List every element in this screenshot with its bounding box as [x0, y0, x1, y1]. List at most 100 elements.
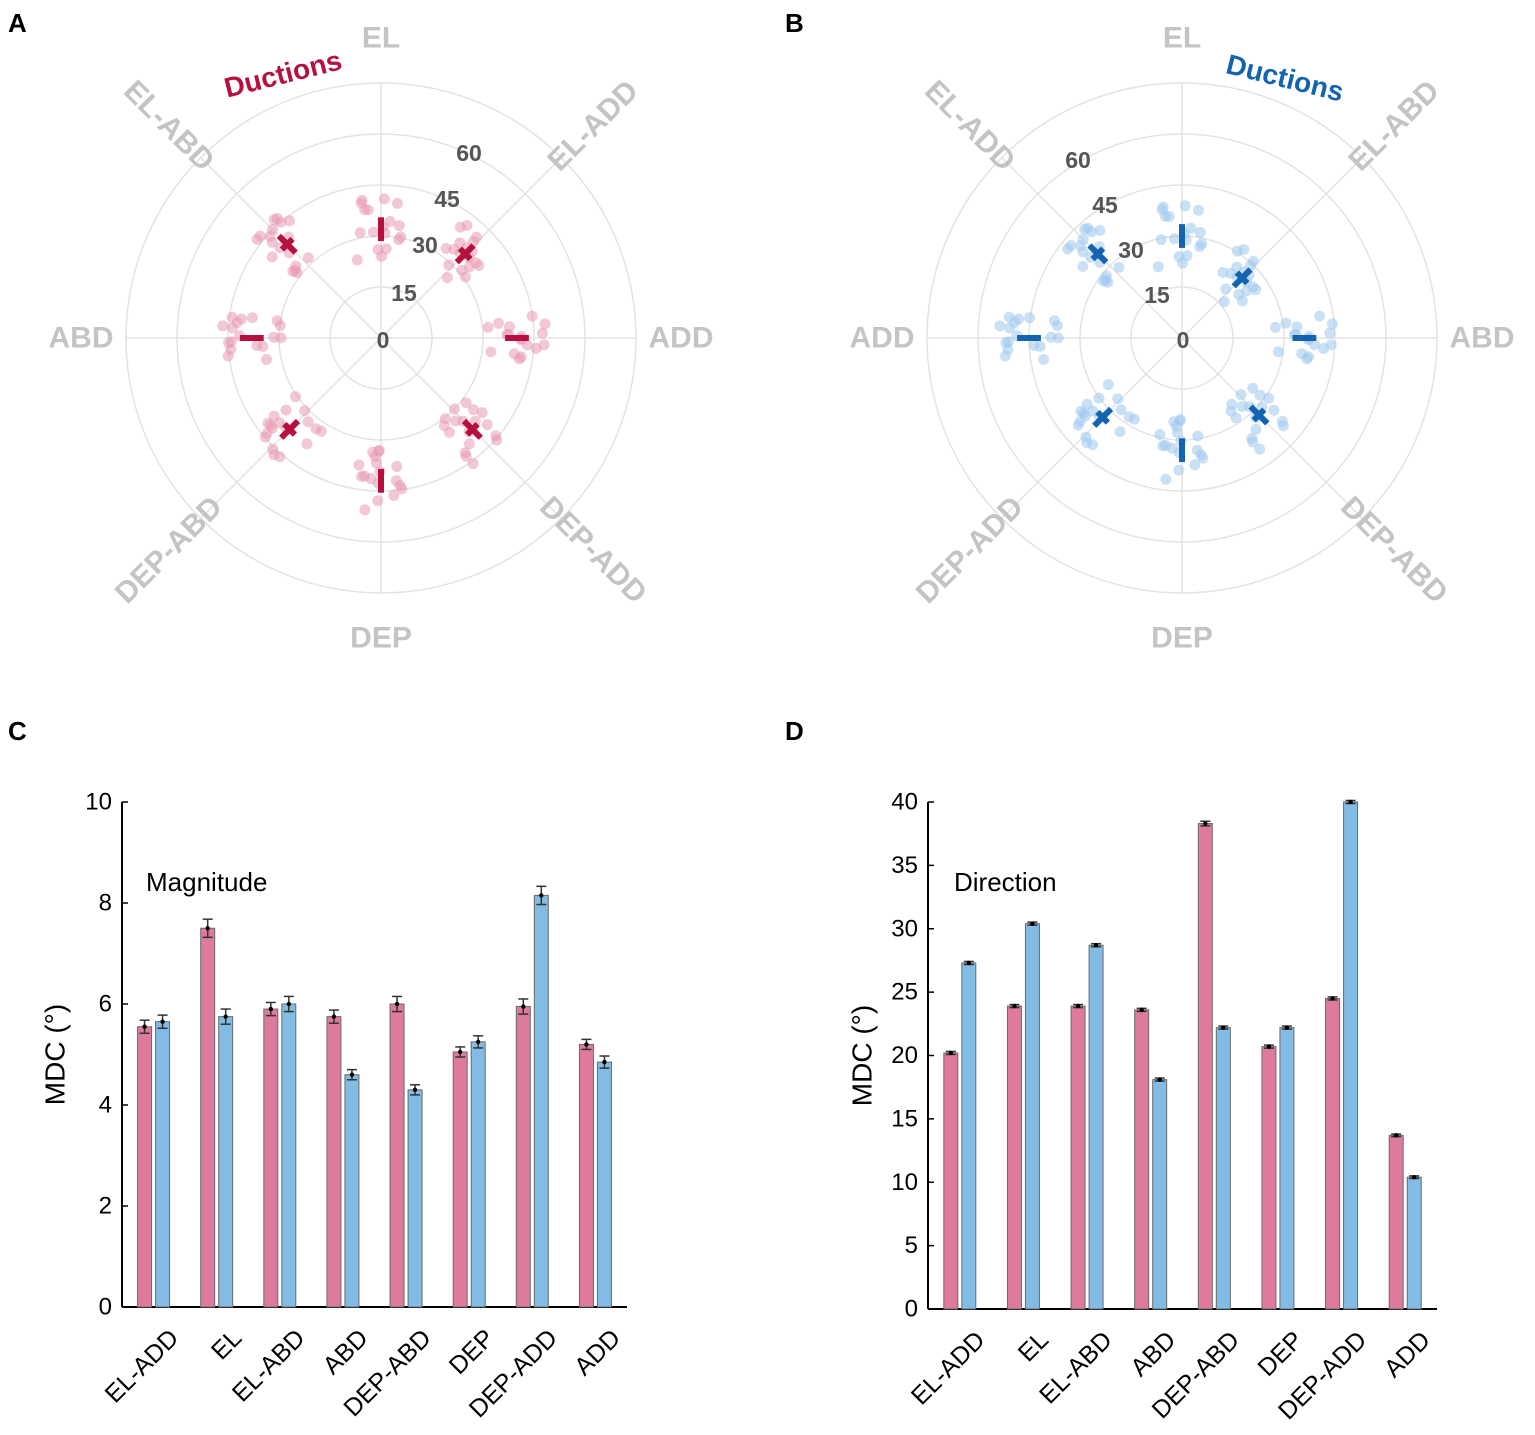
- data-point-el-abd: [283, 215, 295, 227]
- data-point-el-add: [1086, 226, 1098, 238]
- mean-dot-red-abd: [331, 1014, 337, 1019]
- data-point-dep-abd: [274, 417, 286, 429]
- data-point-dep-abd: [1268, 404, 1280, 416]
- data-point-dep-add: [490, 430, 502, 442]
- category-label-abd: ABD: [1125, 1326, 1181, 1382]
- data-point-el-add: [1077, 246, 1089, 258]
- data-point-dep-abd: [1263, 392, 1275, 404]
- data-point-dep-abd: [267, 443, 279, 455]
- data-point-dep: [391, 461, 403, 473]
- bar-blue-add: [1406, 1176, 1422, 1310]
- bar-blue-dep-add: [1343, 801, 1359, 1310]
- mean-dot-blue-el-add: [160, 1019, 165, 1024]
- data-point-el: [378, 193, 390, 205]
- data-point-el-abd: [254, 230, 266, 242]
- chart-title: Direction: [954, 867, 1057, 897]
- data-point-el: [367, 226, 379, 238]
- ring-label-45: 45: [434, 186, 460, 212]
- y-tick-label-5: 5: [905, 1232, 918, 1259]
- data-point-el-abd: [302, 252, 314, 264]
- mean-dot-blue-el-add: [966, 960, 972, 966]
- data-point-el-abd: [1240, 285, 1252, 297]
- data-point-el: [1152, 261, 1164, 273]
- data-point-add: [1008, 317, 1020, 329]
- data-point-el: [1168, 233, 1180, 245]
- data-point-dep-add: [476, 407, 488, 419]
- data-point-add: [999, 350, 1011, 362]
- data-point-dep-add: [469, 415, 481, 427]
- data-point-add: [508, 348, 520, 360]
- data-point-dep-add: [439, 413, 451, 425]
- bar-chart-direction: 0 5 10 15 20 25 30 35 40 MDC (°) Direction EL-ADD EL…: [847, 789, 1437, 1425]
- direction-label-dep-abd: DEP-ABD: [1334, 490, 1454, 610]
- data-point-el-abd: [1217, 267, 1229, 279]
- data-point-dep-abd: [289, 391, 301, 403]
- data-point-el-add: [1077, 233, 1089, 245]
- mean-dot-blue-el: [223, 1014, 228, 1019]
- bar-blue-dep-abd: [1215, 1027, 1231, 1310]
- data-point-el-abd: [1220, 283, 1232, 295]
- data-point-abd: [1280, 317, 1292, 329]
- mean-dot-blue-el: [1030, 921, 1035, 926]
- data-point-dep-abd: [1254, 389, 1266, 401]
- mean-dot-blue-abd: [1157, 1077, 1162, 1082]
- data-point-add: [1045, 331, 1057, 343]
- data-point-dep-abd: [301, 438, 313, 450]
- bar-red-dep: [452, 1051, 468, 1308]
- category-label-el-add: EL-ADD: [100, 1324, 185, 1409]
- data-point-el-add: [461, 219, 473, 231]
- data-point-dep: [373, 445, 385, 457]
- bar-blue-abd: [1152, 1079, 1168, 1310]
- ring-label-45: 45: [1092, 192, 1118, 218]
- data-point-add: [1024, 312, 1036, 324]
- y-tick-label-8: 8: [99, 890, 112, 917]
- data-point-el-add: [448, 243, 460, 255]
- data-point-dep-abd: [1276, 415, 1288, 427]
- data-point-abd: [1272, 346, 1284, 358]
- data-point-abd: [257, 340, 269, 352]
- data-point-dep-add: [1087, 405, 1099, 417]
- ring-label-15: 15: [391, 280, 417, 306]
- bar-blue-el: [218, 1016, 234, 1308]
- category-label-dep: DEP: [444, 1324, 500, 1380]
- data-point-dep-abd: [1250, 423, 1262, 435]
- data-point-abd: [271, 315, 283, 327]
- mean-dot-red-dep-abd: [1203, 821, 1208, 826]
- mean-dot-blue-dep-add: [1348, 799, 1353, 805]
- polar-chart-a: EL EL-ADD ADD DEP-ADD DEP DEP-ABD ABD EL-ABD 015…: [49, 22, 714, 655]
- mean-dot-blue-abd: [349, 1072, 355, 1077]
- mean-cross-dep-add: [1095, 409, 1111, 425]
- bar-blue-el-abd: [281, 1003, 297, 1308]
- data-point-dep: [353, 459, 365, 471]
- data-point-dep: [1166, 442, 1178, 454]
- data-point-dep-add: [463, 438, 475, 450]
- category-label-add: ADD: [569, 1324, 626, 1381]
- data-point-add: [539, 318, 551, 330]
- ring-label-60: 60: [456, 140, 482, 166]
- data-point-dep: [388, 489, 400, 501]
- data-point-dep-abd: [1254, 443, 1266, 455]
- data-point-el-add: [459, 271, 471, 283]
- data-point-el: [1179, 200, 1191, 212]
- data-point-dep-abd: [1247, 382, 1259, 394]
- data-point-abd: [217, 320, 229, 332]
- data-point-el: [1173, 250, 1185, 262]
- data-point-dep: [365, 473, 377, 485]
- data-point-dep-add: [448, 403, 460, 415]
- y-tick-label-10: 10: [891, 1169, 918, 1196]
- data-point-add: [1038, 354, 1050, 366]
- mean-dot-red-dep-add: [1330, 996, 1335, 1001]
- data-point-el-abd: [1247, 255, 1259, 267]
- direction-label-dep-abd: DEP-ABD: [109, 490, 229, 610]
- data-point-dep-add: [449, 415, 461, 427]
- bar-blue-el: [1024, 923, 1040, 1310]
- data-point-el-abd: [1225, 267, 1237, 279]
- data-point-dep-add: [1093, 392, 1105, 404]
- y-tick-label-25: 25: [891, 979, 918, 1006]
- ductions-title: Ductions: [1223, 48, 1347, 107]
- panel-letter-d: D: [785, 716, 804, 746]
- y-tick-label-35: 35: [891, 852, 918, 879]
- data-point-el: [393, 234, 405, 246]
- data-point-el: [1194, 240, 1206, 252]
